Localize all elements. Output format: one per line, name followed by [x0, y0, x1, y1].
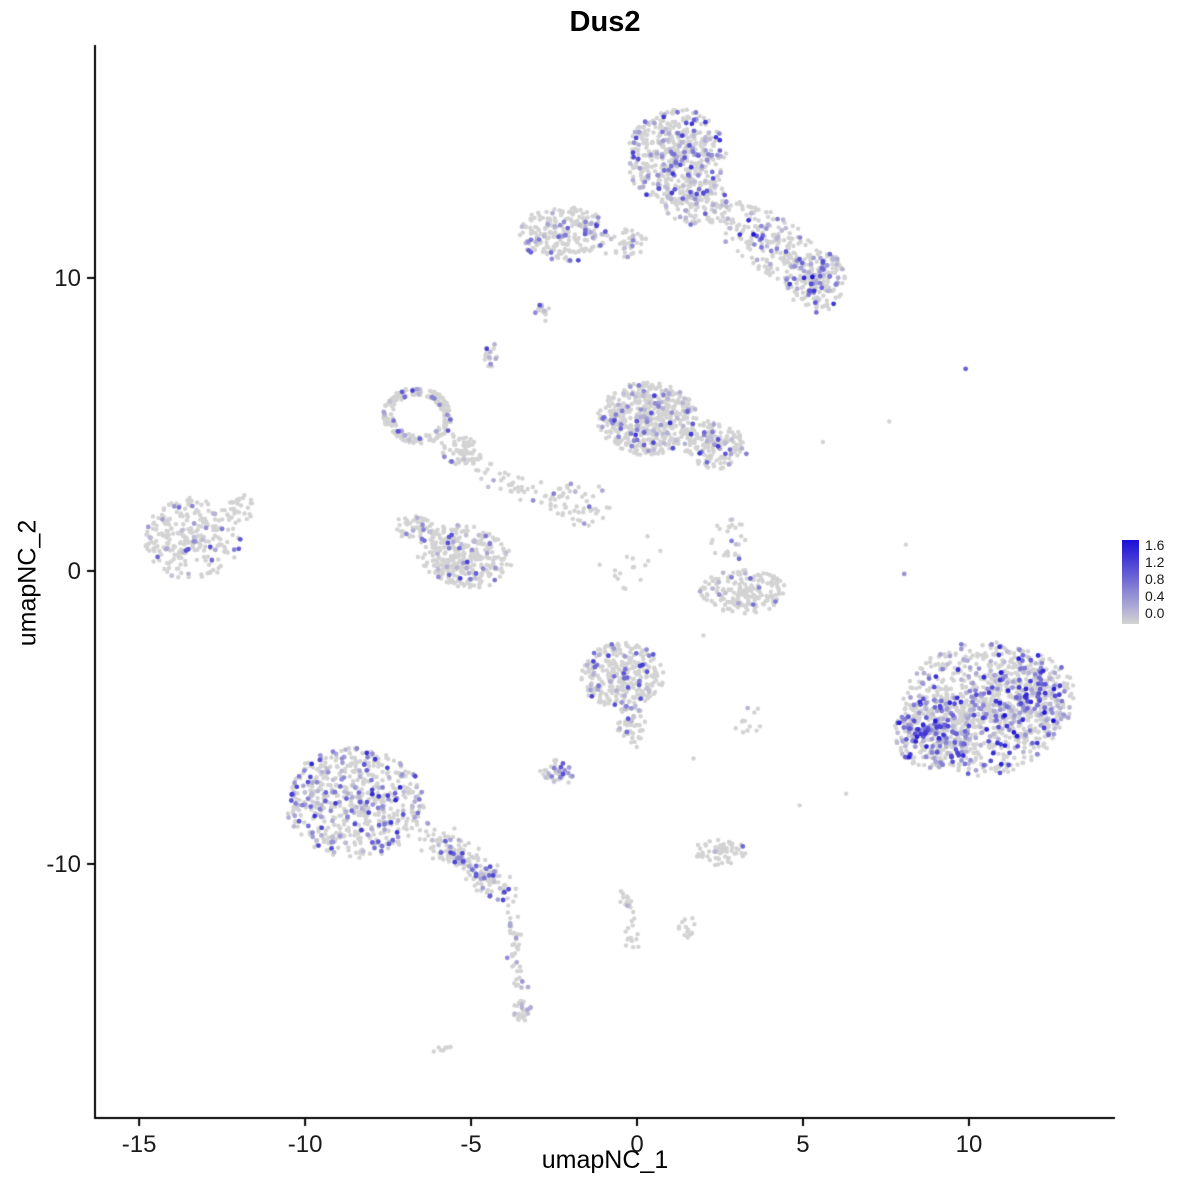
- color-legend: 1.6 1.2 0.8 0.4 0.0: [1122, 537, 1198, 640]
- color-gradient-bar: [1122, 540, 1139, 624]
- x-tick-label: 0: [630, 1131, 644, 1158]
- x-tick-label: 5: [796, 1131, 810, 1158]
- x-axis-label: umapNC_1: [541, 1146, 669, 1174]
- x-tick-label: -5: [460, 1131, 482, 1158]
- color-legend-label: 0.8: [1145, 571, 1165, 587]
- color-legend-label: 1.2: [1145, 554, 1165, 570]
- color-legend-label: 1.6: [1145, 537, 1165, 553]
- x-tick-label: 10: [955, 1131, 983, 1158]
- x-tick-label: -10: [287, 1131, 323, 1158]
- color-legend-label: 0.0: [1145, 605, 1165, 621]
- plot-title: Dus2: [569, 6, 641, 38]
- y-tick-label: 0: [67, 557, 81, 585]
- x-tick-label: -15: [121, 1131, 157, 1158]
- y-tick-label: -10: [46, 850, 81, 878]
- y-tick-label: 10: [54, 264, 81, 292]
- color-legend-label: 0.4: [1145, 588, 1165, 604]
